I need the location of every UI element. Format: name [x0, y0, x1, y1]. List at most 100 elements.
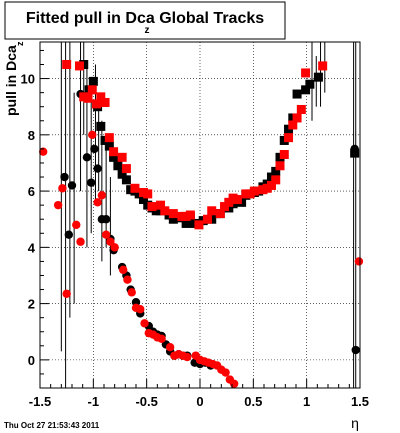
data-point-square	[301, 85, 311, 95]
data-point-square	[96, 121, 106, 131]
data-point-circle	[62, 289, 71, 298]
data-point-square	[117, 169, 127, 179]
data-point-square	[296, 105, 306, 115]
x-tick-label: 1	[303, 394, 310, 409]
data-point-circle	[101, 215, 111, 224]
data-point-square	[109, 152, 119, 162]
data-point-square	[138, 195, 148, 205]
data-point-circle	[110, 243, 119, 252]
data-point-circle	[90, 144, 99, 154]
data-point-circle	[97, 191, 107, 200]
data-point-square	[266, 180, 276, 190]
data-point-square	[147, 202, 157, 212]
data-point-circle	[136, 305, 145, 314]
data-point-square	[92, 99, 102, 109]
data-point-circle	[39, 147, 48, 156]
x-axis-label: η	[351, 415, 359, 431]
data-point-square	[292, 89, 302, 99]
title-box: Fitted pull in Dca Global Tracks z	[4, 1, 286, 40]
data-point-circle	[72, 220, 81, 230]
data-point-square	[168, 209, 178, 219]
data-point-circle	[101, 230, 111, 239]
data-point-square	[113, 161, 123, 171]
data-point-square	[104, 141, 114, 151]
data-point-circle	[351, 345, 360, 355]
data-point-circle	[53, 200, 63, 210]
data-point-square	[284, 133, 294, 143]
data-point-square	[117, 152, 127, 162]
data-point-square	[279, 150, 289, 160]
data-point-square	[100, 97, 110, 107]
data-point-circle	[229, 379, 239, 388]
data-point-circle	[93, 198, 102, 207]
data-point-square	[181, 218, 191, 228]
svg-text:Fitted pull in Dca Global Trac: Fitted pull in Dca Global Tracks	[26, 10, 264, 27]
x-tick-label: -0.5	[135, 394, 157, 409]
data-point-circle	[58, 184, 67, 193]
data-point-square	[156, 200, 166, 210]
data-point-square	[350, 148, 360, 158]
data-point-circle	[165, 343, 175, 352]
x-tick-label: -1	[88, 394, 100, 409]
data-point-circle	[119, 265, 128, 275]
data-point-square	[313, 72, 323, 82]
data-point-square	[104, 133, 114, 143]
data-point-square	[62, 60, 72, 70]
data-point-square	[160, 206, 170, 216]
data-point-square	[96, 92, 106, 102]
data-point-square	[88, 76, 98, 86]
data-point-circle	[157, 334, 166, 343]
timestamp: Thu Oct 27 21:53:43 2011	[4, 421, 100, 430]
y-axis-label-text: pull in Dca	[3, 45, 19, 116]
axis-ticks: -1.5 -1 -0.5 0 0.5 1 1.5 0 2 4 6 8 10	[21, 49, 369, 409]
chart-title-subscript: z	[145, 25, 150, 36]
data-point-circle	[127, 288, 136, 297]
data-point-circle	[88, 130, 97, 140]
data-point-square	[292, 113, 302, 123]
x-tick-label: 1.5	[351, 394, 369, 409]
y-tick-label: 2	[28, 297, 35, 312]
data-point-circle	[64, 230, 74, 239]
data-point-square	[232, 195, 242, 205]
y-tick-label: 10	[21, 72, 35, 87]
data-point-square	[185, 210, 195, 220]
data-point-circle	[183, 352, 192, 362]
data-point-square	[271, 175, 281, 185]
y-axis-label-subscript: z	[15, 41, 25, 46]
data-point-square	[275, 161, 285, 171]
data-point-circle	[82, 153, 92, 162]
data-markers	[39, 60, 364, 388]
data-point-square	[207, 206, 217, 216]
data-point-square	[215, 209, 225, 219]
data-point-square	[194, 220, 204, 230]
data-point-circle	[123, 275, 132, 284]
x-tick-label: 0.5	[244, 394, 262, 409]
data-point-square	[249, 186, 259, 196]
x-tick-label: -1.5	[29, 394, 51, 409]
y-tick-label: 6	[28, 184, 35, 199]
data-point-square	[121, 164, 131, 174]
y-tick-label: 8	[28, 128, 35, 143]
data-point-circle	[67, 181, 77, 190]
data-point-square	[143, 189, 153, 199]
data-point-circle	[221, 368, 230, 377]
data-point-circle	[87, 178, 96, 187]
data-point-circle	[354, 257, 364, 266]
chart-title: Fitted pull in Dca	[26, 10, 155, 27]
data-point-square	[271, 166, 281, 176]
data-point-circle	[60, 172, 69, 182]
data-point-circle	[140, 319, 149, 328]
chart-title-suffix: Global Tracks	[155, 10, 264, 27]
data-point-square	[74, 61, 84, 71]
data-point-square	[109, 147, 119, 157]
data-point-square	[305, 79, 315, 89]
data-point-square	[318, 61, 328, 71]
data-point-square	[301, 68, 311, 78]
data-point-circle	[93, 164, 102, 173]
data-point-square	[288, 120, 298, 130]
data-point-circle	[76, 237, 85, 246]
y-tick-label: 4	[28, 240, 36, 255]
x-tick-label: 0	[196, 394, 203, 409]
data-point-square	[130, 183, 140, 193]
